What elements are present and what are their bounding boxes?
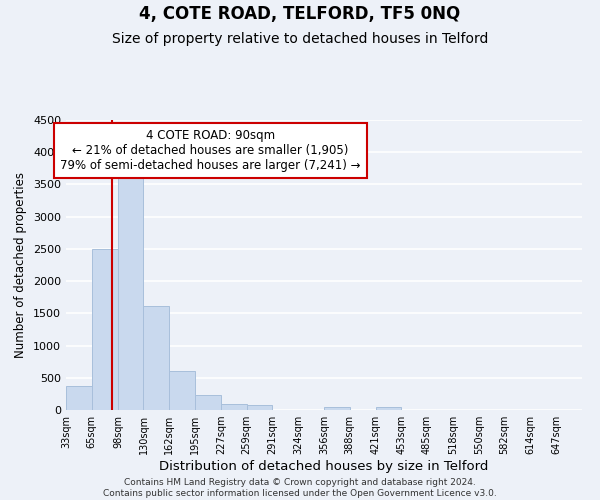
Bar: [221, 404, 247, 410]
Bar: [247, 406, 272, 410]
Bar: [169, 372, 196, 410]
Text: Size of property relative to detached houses in Telford: Size of property relative to detached ho…: [112, 32, 488, 46]
Bar: [143, 306, 169, 410]
Bar: [196, 394, 221, 410]
Bar: [118, 172, 143, 410]
Y-axis label: Number of detached properties: Number of detached properties: [14, 172, 28, 358]
Text: 4 COTE ROAD: 90sqm
← 21% of detached houses are smaller (1,905)
79% of semi-deta: 4 COTE ROAD: 90sqm ← 21% of detached hou…: [60, 128, 361, 172]
Text: 4, COTE ROAD, TELFORD, TF5 0NQ: 4, COTE ROAD, TELFORD, TF5 0NQ: [139, 5, 461, 23]
Bar: [324, 407, 350, 410]
Bar: [376, 407, 401, 410]
Bar: [92, 249, 118, 410]
Text: Contains HM Land Registry data © Crown copyright and database right 2024.
Contai: Contains HM Land Registry data © Crown c…: [103, 478, 497, 498]
X-axis label: Distribution of detached houses by size in Telford: Distribution of detached houses by size …: [160, 460, 488, 473]
Bar: [66, 386, 92, 410]
